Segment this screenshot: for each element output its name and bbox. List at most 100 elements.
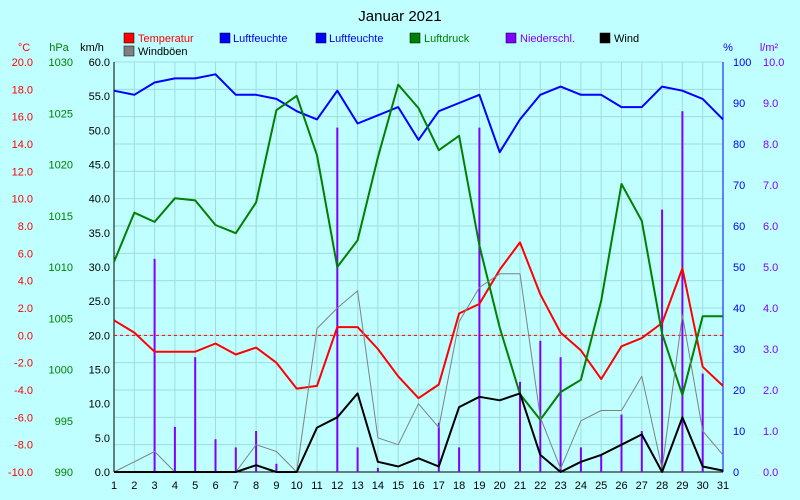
press-tick-label: 1015	[49, 211, 73, 223]
temp-tick-label: 6.0	[18, 248, 33, 260]
chart-title: Januar 2021	[358, 8, 441, 25]
legend-swatch-gusts	[123, 45, 135, 57]
press-tick-label: 1005	[49, 313, 73, 325]
series-line-luftdruck	[113, 83, 723, 421]
temp-tick-label: 12.0	[12, 166, 33, 178]
x-tick-label: 8	[253, 480, 259, 492]
wind-unit-label: km/h	[80, 42, 104, 54]
precip-bar	[579, 447, 582, 472]
x-tick-label: 5	[192, 480, 198, 492]
temp-tick-label: 8.0	[18, 221, 33, 233]
series-line-luftfeuchte	[113, 73, 724, 154]
legend-label-hum1: Luftfeuchte	[233, 33, 287, 45]
press-tick-label: 1000	[49, 365, 73, 377]
legend-swatch-press	[409, 32, 421, 44]
temp-tick-label: 18.0	[12, 84, 33, 96]
press-tick-label: 990	[55, 467, 73, 479]
temp-tick-label: -6.0	[14, 412, 33, 424]
legend-swatch-temp	[123, 32, 135, 44]
precip-bar	[255, 431, 258, 472]
hum-tick-label: 20	[733, 385, 745, 397]
temp-tick-label: 2.0	[18, 303, 33, 315]
x-tick-label: 29	[676, 480, 688, 492]
x-tick-label: 30	[697, 480, 709, 492]
precip-tick-label: 5.0	[763, 262, 778, 274]
hum-tick-label: 40	[733, 303, 745, 315]
temp-tick-label: -4.0	[14, 385, 33, 397]
wind-tick-label: 35.0	[89, 228, 110, 240]
legend-swatch-wind	[599, 32, 611, 44]
legend-swatch-hum2	[315, 32, 327, 44]
hum-tick-label: 50	[733, 262, 745, 274]
precip-bar	[519, 381, 521, 472]
legend-swatch-precip	[505, 32, 517, 44]
wind-tick-label: 25.0	[89, 296, 110, 308]
x-tick-label: 17	[433, 480, 445, 492]
precipitation-bars	[153, 111, 704, 472]
precip-tick-label: 1.0	[763, 426, 778, 438]
precip-bar	[701, 373, 704, 472]
tick-labels: 20.018.016.014.012.010.08.06.04.02.00.0-…	[8, 57, 785, 492]
x-tick-label: 2	[131, 480, 137, 492]
x-tick-label: 14	[372, 480, 384, 492]
press-tick-label: 1025	[49, 108, 73, 120]
precip-tick-label: 8.0	[763, 139, 778, 151]
x-tick-label: 28	[656, 480, 668, 492]
x-tick-label: 9	[273, 480, 279, 492]
precip-bar	[275, 463, 278, 472]
precip-bar	[376, 467, 379, 472]
precip-tick-label: 6.0	[763, 221, 778, 233]
precip-tick-label: 10.0	[763, 57, 784, 69]
x-tick-label: 18	[453, 480, 465, 492]
x-tick-label: 26	[615, 480, 627, 492]
x-tick-label: 1	[111, 480, 117, 492]
precip-bar	[458, 447, 461, 472]
temp-unit-label: °C	[18, 42, 30, 54]
x-tick-label: 3	[152, 480, 158, 492]
temp-tick-label: 4.0	[18, 276, 33, 288]
precip-tick-label: 7.0	[763, 180, 778, 192]
temp-tick-label: -2.0	[14, 358, 33, 370]
precip-bar	[214, 439, 217, 472]
temp-tick-label: 14.0	[12, 139, 33, 151]
x-tick-label: 10	[291, 480, 303, 492]
temp-tick-label: 20.0	[12, 57, 33, 69]
x-tick-label: 21	[514, 480, 526, 492]
precip-tick-label: 3.0	[763, 344, 778, 356]
legend-label-hum2: Luftfeuchte	[329, 33, 383, 45]
x-tick-label: 4	[172, 480, 178, 492]
precip-bar	[559, 357, 562, 472]
legend-swatch-hum1	[219, 32, 231, 44]
wind-tick-label: 50.0	[89, 125, 110, 137]
x-tick-label: 25	[595, 480, 607, 492]
precip-bar	[539, 340, 542, 472]
press-unit-label: hPa	[49, 42, 69, 54]
precip-bar	[640, 431, 643, 472]
x-tick-label: 15	[392, 480, 404, 492]
wind-tick-label: 0.0	[95, 467, 110, 479]
precip-bar	[153, 258, 156, 472]
precip-bar	[620, 414, 623, 472]
legend-label-gusts: Windböen	[138, 46, 188, 58]
temp-tick-label: 16.0	[12, 112, 33, 124]
precip-bar	[437, 422, 440, 472]
temp-tick-label: -8.0	[14, 440, 33, 452]
series-line-wind	[114, 392, 724, 473]
series-line-temperatur	[113, 241, 724, 400]
series-lines	[113, 73, 724, 473]
wind-tick-label: 40.0	[89, 194, 110, 206]
legend-label-temp: Temperatur	[138, 33, 194, 45]
precip-tick-label: 0.0	[763, 467, 778, 479]
hum-tick-label: 100	[733, 57, 751, 69]
hum-tick-label: 90	[733, 98, 745, 110]
precip-tick-label: 2.0	[763, 385, 778, 397]
precip-tick-label: 4.0	[763, 303, 778, 315]
press-tick-label: 1010	[49, 262, 73, 274]
press-tick-label: 1020	[49, 160, 73, 172]
x-tick-label: 19	[473, 480, 485, 492]
x-tick-label: 23	[554, 480, 566, 492]
hum-tick-label: 60	[733, 221, 745, 233]
precip-unit-label: l/m²	[760, 42, 779, 54]
wind-tick-label: 30.0	[89, 262, 110, 274]
